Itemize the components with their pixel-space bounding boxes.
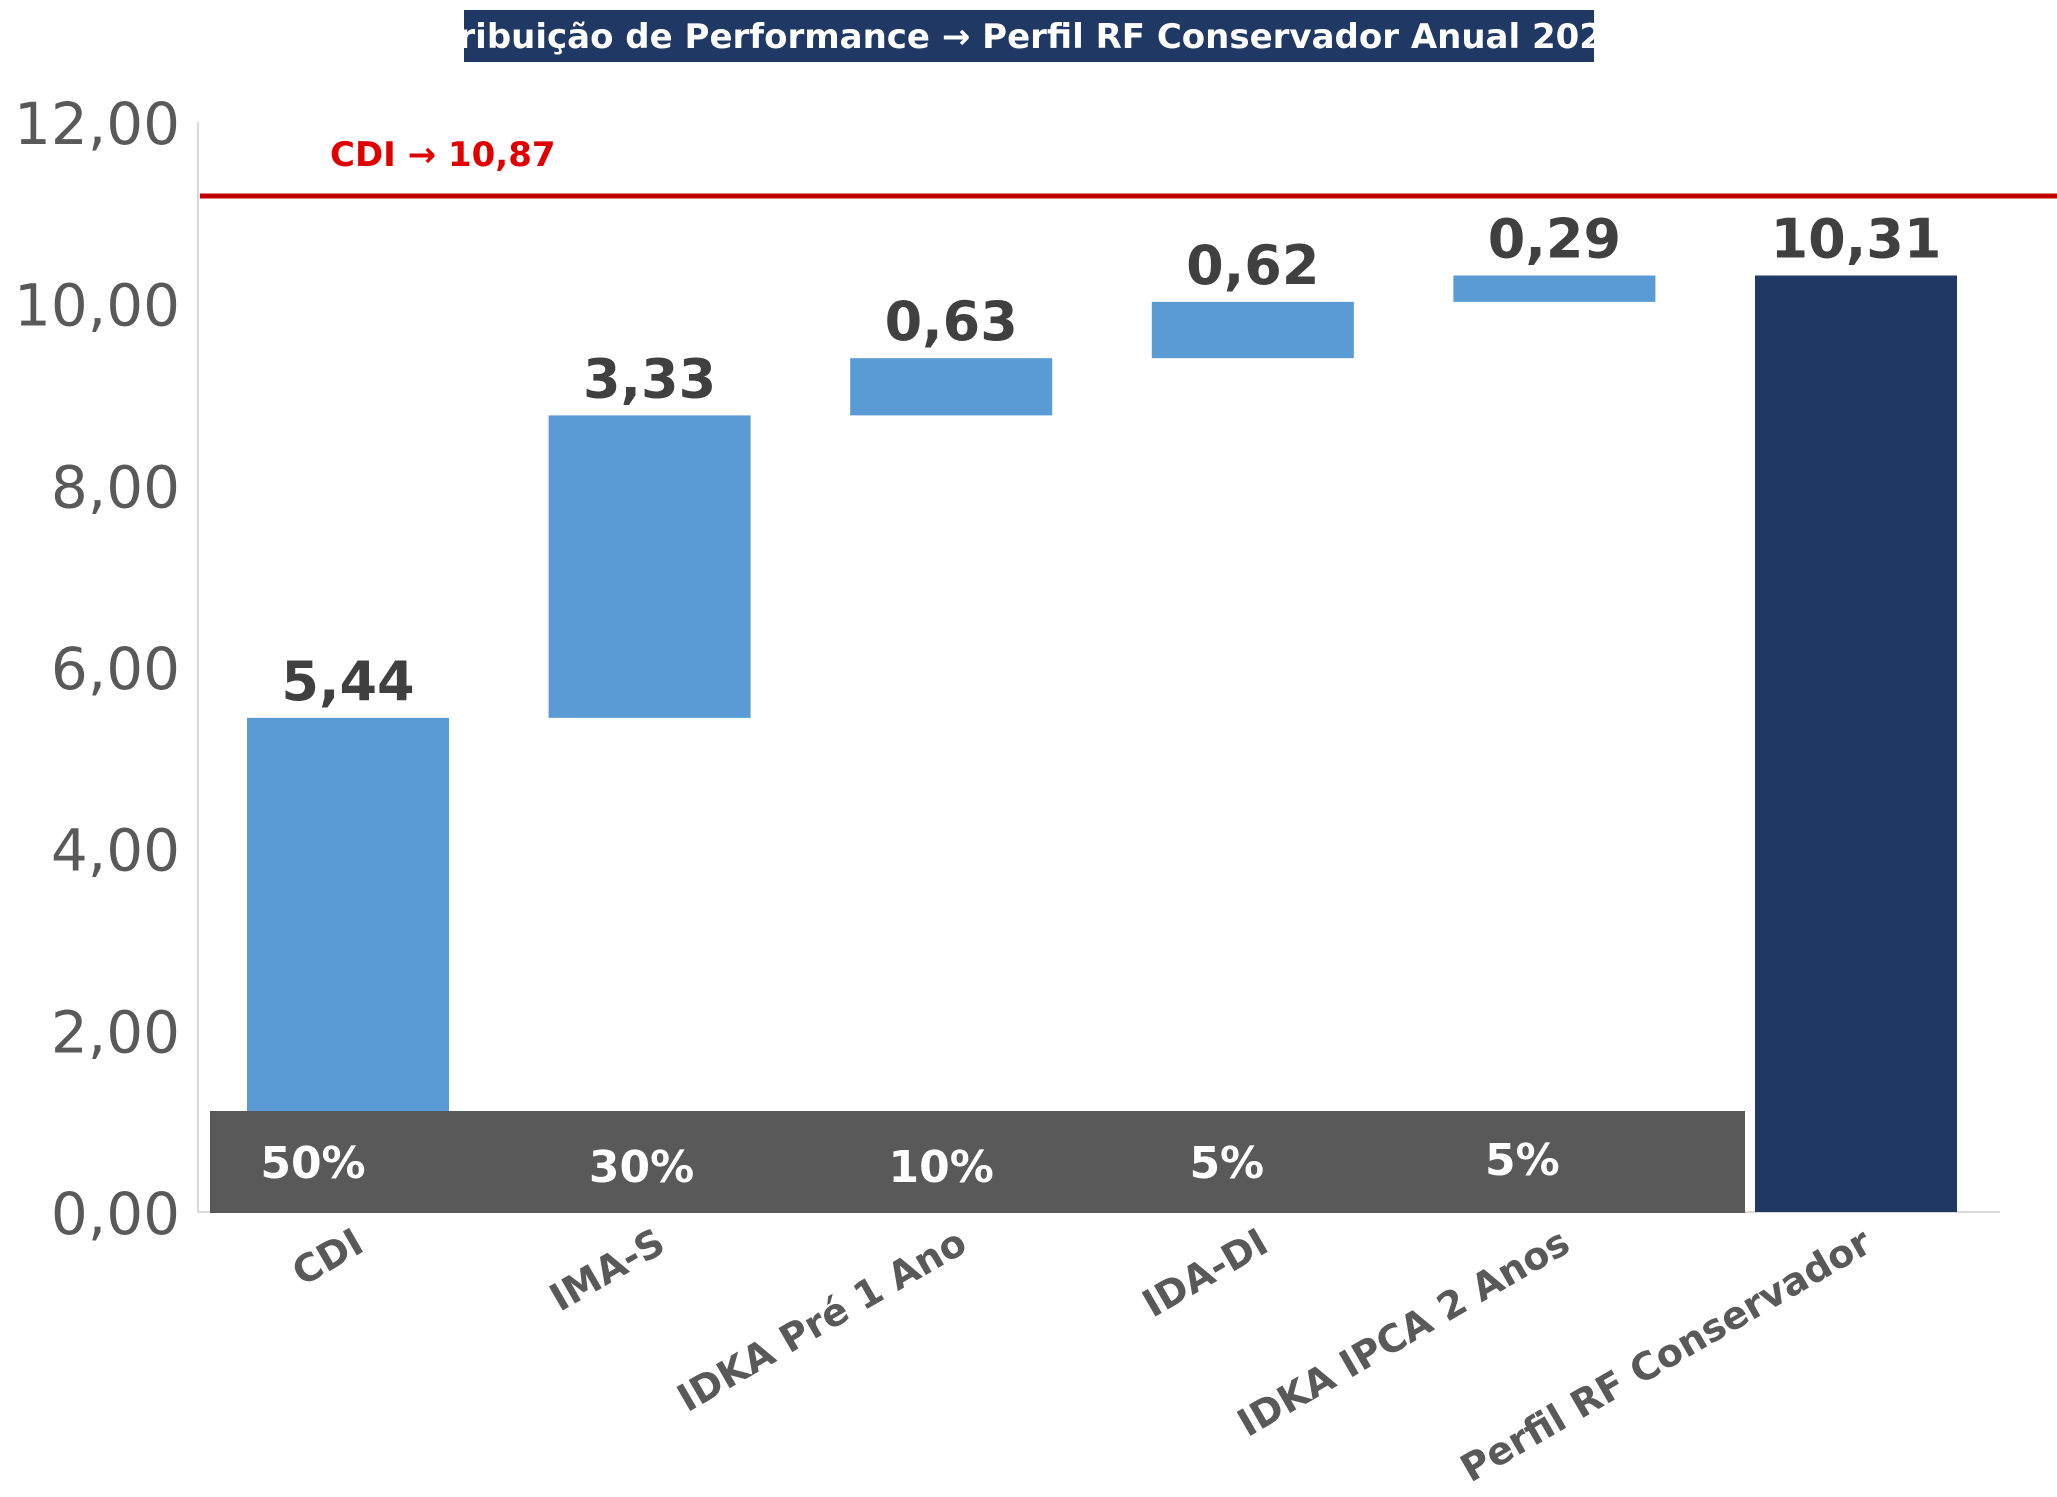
cdi-reference-label: CDI → 10,87: [330, 135, 556, 175]
total-bar: [1755, 275, 1957, 1213]
category-label: IDKA Pré 1 Ano: [670, 1220, 974, 1421]
value-label: 5,44: [281, 650, 414, 713]
contribution-bar: [850, 358, 1053, 416]
category-label: CDI: [285, 1220, 371, 1295]
y-tick-label: 12,00: [14, 90, 180, 158]
weights-band: 50% 30% 10% 5% 5%: [210, 1111, 1745, 1213]
value-label: 3,33: [583, 347, 716, 410]
y-tick-label: 2,00: [51, 998, 180, 1066]
chart-title: Atribuição de Performance → Perfil RF Co…: [416, 17, 1642, 57]
value-label: 0,63: [885, 290, 1018, 353]
contribution-bar: [548, 415, 751, 718]
title-background: [464, 10, 1594, 62]
reference-line-group: CDI → 10,87: [200, 135, 2057, 199]
value-label: 0,62: [1186, 234, 1319, 297]
y-axis: 0,00 2,00 4,00 6,00 8,00 10,00 12,00: [14, 90, 2000, 1248]
y-tick-label: 10,00: [14, 272, 180, 340]
y-tick-label: 4,00: [51, 817, 180, 885]
y-tick-label: 0,00: [51, 1180, 180, 1248]
value-label: 10,31: [1771, 208, 1942, 271]
y-tick-label: 6,00: [51, 635, 180, 703]
weight-label: 10%: [889, 1142, 994, 1193]
weight-label: 5%: [1485, 1135, 1560, 1186]
weight-label: 5%: [1189, 1138, 1264, 1189]
category-label: IDA-DI: [1135, 1220, 1275, 1326]
contribution-bar: [1453, 275, 1656, 302]
weight-label: 50%: [260, 1138, 365, 1189]
value-label: 0,29: [1488, 208, 1621, 271]
weights-band-background: [210, 1111, 1745, 1213]
category-label: IMA-S: [542, 1220, 672, 1320]
contribution-bar: [1151, 301, 1354, 359]
value-labels: 5,44 3,33 0,63 0,62 0,29 10,31: [281, 208, 1941, 713]
weight-label: 30%: [589, 1142, 694, 1193]
bars: [247, 275, 1957, 1213]
y-tick-label: 8,00: [51, 453, 180, 521]
chart-title-box: Atribuição de Performance → Perfil RF Co…: [416, 10, 1642, 62]
